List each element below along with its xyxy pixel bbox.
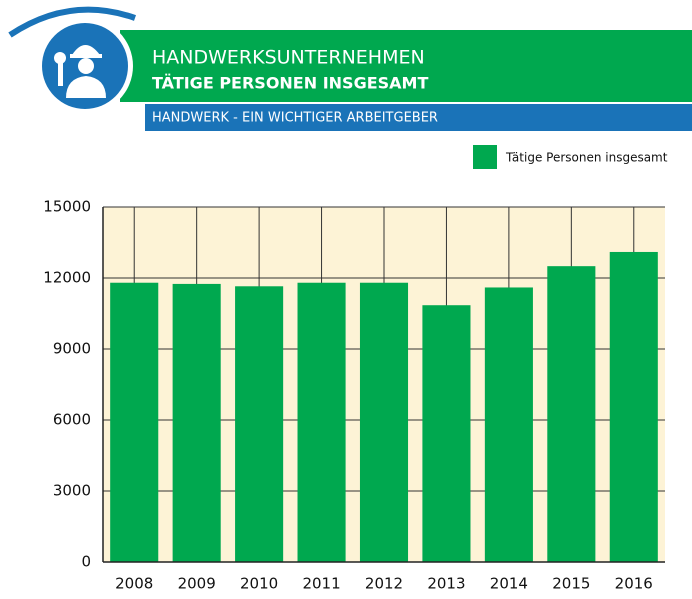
x-tick-label: 2013 <box>427 575 465 593</box>
x-tick-label: 2016 <box>615 575 653 593</box>
worker-figure <box>54 45 106 98</box>
y-tick-label: 9000 <box>53 340 91 358</box>
header-arc <box>8 6 136 38</box>
x-tick-label: 2014 <box>490 575 528 593</box>
bar <box>297 282 346 562</box>
bar <box>422 305 471 562</box>
y-tick-label: 15000 <box>43 198 91 216</box>
header-subtitle: TÄTIGE PERSONEN INSGESAMT <box>152 74 428 93</box>
bar <box>609 251 658 562</box>
x-tick-label: 2010 <box>240 575 278 593</box>
bar <box>235 286 284 562</box>
bar <box>172 283 221 562</box>
x-tick-label: 2015 <box>552 575 590 593</box>
legend-label: Tätige Personen insgesamt <box>505 151 668 165</box>
header-band <box>120 30 692 102</box>
legend-swatch <box>473 145 497 169</box>
bar <box>110 282 159 562</box>
x-tick-label: 2011 <box>302 575 340 593</box>
bar <box>547 266 596 562</box>
y-tick-label: 3000 <box>53 482 91 500</box>
bar <box>359 282 409 562</box>
x-tick-label: 2009 <box>178 575 216 593</box>
y-tick-label: 0 <box>81 553 91 571</box>
y-tick-label: 12000 <box>43 269 91 287</box>
x-tick-label: 2008 <box>115 575 153 593</box>
x-tick-label: 2012 <box>365 575 403 593</box>
banner-band <box>145 104 692 131</box>
bar <box>484 287 533 562</box>
y-tick-label: 6000 <box>53 411 91 429</box>
banner-text: HANDWERK - EIN WICHTIGER ARBEITGEBER <box>152 111 438 126</box>
header-title: HANDWERKSUNTERNEHMEN <box>152 47 425 69</box>
